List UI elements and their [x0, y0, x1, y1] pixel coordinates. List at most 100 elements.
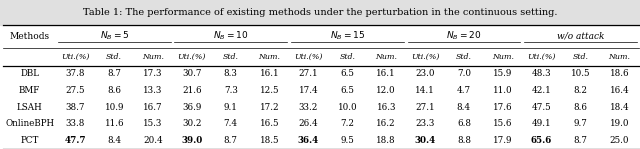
- Text: 8.7: 8.7: [224, 136, 238, 145]
- Text: $N_B = 20$: $N_B = 20$: [446, 30, 481, 42]
- Text: 25.0: 25.0: [609, 136, 629, 145]
- Text: 18.6: 18.6: [609, 69, 629, 79]
- Text: 17.3: 17.3: [143, 69, 163, 79]
- Text: Num.: Num.: [259, 53, 280, 61]
- Text: Num.: Num.: [142, 53, 164, 61]
- Text: 30.7: 30.7: [182, 69, 202, 79]
- Text: 16.7: 16.7: [143, 103, 163, 112]
- Text: 21.6: 21.6: [182, 86, 202, 95]
- Text: 18.4: 18.4: [609, 103, 629, 112]
- Text: DBL: DBL: [20, 69, 39, 79]
- Text: 47.7: 47.7: [65, 136, 86, 145]
- Text: 36.9: 36.9: [182, 103, 202, 112]
- Text: Table 1: The performance of existing methods under the perturbation in the conti: Table 1: The performance of existing met…: [83, 8, 557, 17]
- Text: 9.5: 9.5: [340, 136, 354, 145]
- Text: $N_B = 5$: $N_B = 5$: [100, 30, 129, 42]
- Text: w/o attack: w/o attack: [557, 32, 604, 41]
- Text: 7.4: 7.4: [224, 119, 238, 128]
- Text: 27.5: 27.5: [66, 86, 85, 95]
- Text: 7.3: 7.3: [224, 86, 237, 95]
- Text: 8.3: 8.3: [224, 69, 237, 79]
- Text: $N_B = 10$: $N_B = 10$: [213, 30, 248, 42]
- Text: 30.4: 30.4: [415, 136, 436, 145]
- Text: 18.5: 18.5: [260, 136, 280, 145]
- Text: 33.8: 33.8: [66, 119, 85, 128]
- Text: Num.: Num.: [608, 53, 630, 61]
- Text: 17.9: 17.9: [493, 136, 513, 145]
- Text: 10.0: 10.0: [337, 103, 357, 112]
- Text: OnlineBPH: OnlineBPH: [5, 119, 54, 128]
- Text: 8.6: 8.6: [573, 103, 588, 112]
- Text: 23.3: 23.3: [415, 119, 435, 128]
- Text: 15.9: 15.9: [493, 69, 513, 79]
- Text: 8.2: 8.2: [573, 86, 588, 95]
- Text: Uti.(%): Uti.(%): [411, 53, 439, 61]
- Bar: [0, 0, 640, 25]
- Text: Std.: Std.: [223, 53, 239, 61]
- Text: 9.1: 9.1: [224, 103, 237, 112]
- Text: Std.: Std.: [456, 53, 472, 61]
- Text: 14.1: 14.1: [415, 86, 435, 95]
- Text: 16.4: 16.4: [609, 86, 629, 95]
- Text: 16.1: 16.1: [260, 69, 280, 79]
- Text: 33.2: 33.2: [299, 103, 318, 112]
- Text: Uti.(%): Uti.(%): [294, 53, 323, 61]
- Text: 16.5: 16.5: [260, 119, 280, 128]
- Text: 39.0: 39.0: [181, 136, 202, 145]
- Text: 8.7: 8.7: [573, 136, 588, 145]
- Text: Num.: Num.: [492, 53, 514, 61]
- Text: 8.7: 8.7: [108, 69, 121, 79]
- Text: 19.0: 19.0: [609, 119, 629, 128]
- Text: Uti.(%): Uti.(%): [61, 53, 90, 61]
- Text: 16.3: 16.3: [376, 103, 396, 112]
- Text: 20.4: 20.4: [143, 136, 163, 145]
- Text: Std.: Std.: [339, 53, 355, 61]
- Text: Uti.(%): Uti.(%): [178, 53, 206, 61]
- Text: 8.6: 8.6: [108, 86, 121, 95]
- Text: 6.5: 6.5: [340, 86, 355, 95]
- Text: 17.2: 17.2: [260, 103, 280, 112]
- Text: 7.0: 7.0: [457, 69, 471, 79]
- Text: 4.7: 4.7: [457, 86, 471, 95]
- Text: BMF: BMF: [19, 86, 40, 95]
- Text: 8.4: 8.4: [457, 103, 471, 112]
- Text: 16.2: 16.2: [376, 119, 396, 128]
- Text: 49.1: 49.1: [532, 119, 552, 128]
- Text: 42.1: 42.1: [532, 86, 552, 95]
- Text: 48.3: 48.3: [532, 69, 552, 79]
- Text: 17.4: 17.4: [299, 86, 318, 95]
- Text: 6.5: 6.5: [340, 69, 355, 79]
- Text: 27.1: 27.1: [415, 103, 435, 112]
- Text: 9.7: 9.7: [573, 119, 588, 128]
- Text: 11.0: 11.0: [493, 86, 513, 95]
- Text: 7.2: 7.2: [340, 119, 355, 128]
- Text: 30.2: 30.2: [182, 119, 202, 128]
- Text: Methods: Methods: [10, 32, 50, 41]
- Text: 6.8: 6.8: [457, 119, 471, 128]
- Text: 10.5: 10.5: [571, 69, 590, 79]
- Text: 27.1: 27.1: [299, 69, 318, 79]
- Text: 11.6: 11.6: [104, 119, 124, 128]
- Text: Std.: Std.: [106, 53, 122, 61]
- Text: $N_B = 15$: $N_B = 15$: [330, 30, 365, 42]
- Text: 12.5: 12.5: [260, 86, 280, 95]
- Text: 37.8: 37.8: [66, 69, 85, 79]
- Text: LSAH: LSAH: [17, 103, 42, 112]
- Text: 17.6: 17.6: [493, 103, 513, 112]
- Text: 10.9: 10.9: [104, 103, 124, 112]
- Text: 36.4: 36.4: [298, 136, 319, 145]
- Text: Uti.(%): Uti.(%): [527, 53, 556, 61]
- Text: PCT: PCT: [20, 136, 39, 145]
- Text: 23.0: 23.0: [415, 69, 435, 79]
- Text: 26.4: 26.4: [299, 119, 318, 128]
- Text: 65.6: 65.6: [531, 136, 552, 145]
- Text: 13.3: 13.3: [143, 86, 163, 95]
- Text: 8.8: 8.8: [457, 136, 471, 145]
- Text: 18.8: 18.8: [376, 136, 396, 145]
- Text: 47.5: 47.5: [532, 103, 552, 112]
- Text: 15.6: 15.6: [493, 119, 513, 128]
- Text: 12.0: 12.0: [376, 86, 396, 95]
- Text: 16.1: 16.1: [376, 69, 396, 79]
- Text: 38.7: 38.7: [66, 103, 85, 112]
- Text: 15.3: 15.3: [143, 119, 163, 128]
